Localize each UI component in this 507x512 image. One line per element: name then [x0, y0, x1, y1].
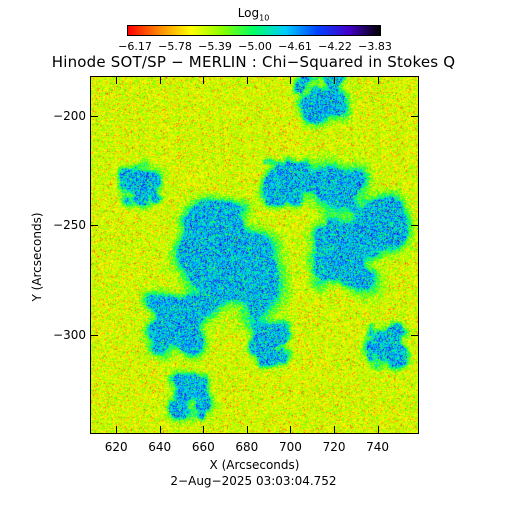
axis-tick	[90, 225, 98, 227]
x-axis-label: X (Arcseconds)	[209, 458, 300, 472]
timestamp: 2−Aug−2025 03:03:04.752	[170, 474, 337, 488]
colorbar-tick-label: −5.78	[158, 40, 192, 53]
chi-squared-map	[90, 76, 419, 434]
y-axis-label: Y (Arcseconds)	[30, 212, 44, 302]
x-tick-label: 640	[148, 440, 172, 454]
y-tick-labels: −200 −250 −300	[0, 0, 86, 512]
axis-tick	[411, 225, 419, 227]
colorbar-tick-label: −5.00	[238, 40, 272, 53]
colorbar-title: Log10	[0, 6, 507, 22]
x-tick-label: 740	[366, 440, 390, 454]
axis-tick	[246, 426, 248, 434]
colorbar	[127, 25, 381, 36]
colorbar-title-subscript: 10	[259, 13, 270, 23]
y-tick-label: −200	[53, 108, 86, 123]
axis-tick	[334, 426, 336, 434]
x-tick-label: 620	[104, 440, 128, 454]
axis-tick	[90, 115, 98, 117]
axis-tick	[290, 426, 292, 434]
axis-tick	[377, 426, 379, 434]
colorbar-tick-label: −4.61	[278, 40, 312, 53]
colorbar-title-text: Log	[237, 6, 260, 20]
colorbar-tick-label: −6.17	[118, 40, 152, 53]
axis-tick	[159, 76, 161, 84]
axis-tick	[90, 335, 98, 337]
axis-tick	[290, 76, 292, 84]
x-tick-label: 720	[322, 440, 346, 454]
axis-tick	[334, 76, 336, 84]
x-tick-label: 700	[278, 440, 302, 454]
x-tick-label: 680	[235, 440, 259, 454]
colorbar-tick-label: −4.22	[318, 40, 352, 53]
axis-tick	[116, 76, 118, 84]
axis-tick	[159, 426, 161, 434]
axis-tick	[116, 426, 118, 434]
chi-squared-image	[91, 77, 418, 433]
y-tick-label: −300	[53, 328, 86, 343]
axis-tick	[203, 76, 205, 84]
axis-tick	[411, 335, 419, 337]
colorbar-tick-label: −3.83	[358, 40, 392, 53]
x-tick-label: 660	[191, 440, 215, 454]
axis-tick	[246, 76, 248, 84]
plot-title: Hinode SOT/SP − MERLIN : Chi−Squared in …	[51, 53, 456, 71]
axis-tick	[411, 115, 419, 117]
y-tick-label: −250	[53, 218, 86, 233]
axis-tick	[377, 76, 379, 84]
axis-tick	[203, 426, 205, 434]
colorbar-tick-label: −5.39	[198, 40, 232, 53]
